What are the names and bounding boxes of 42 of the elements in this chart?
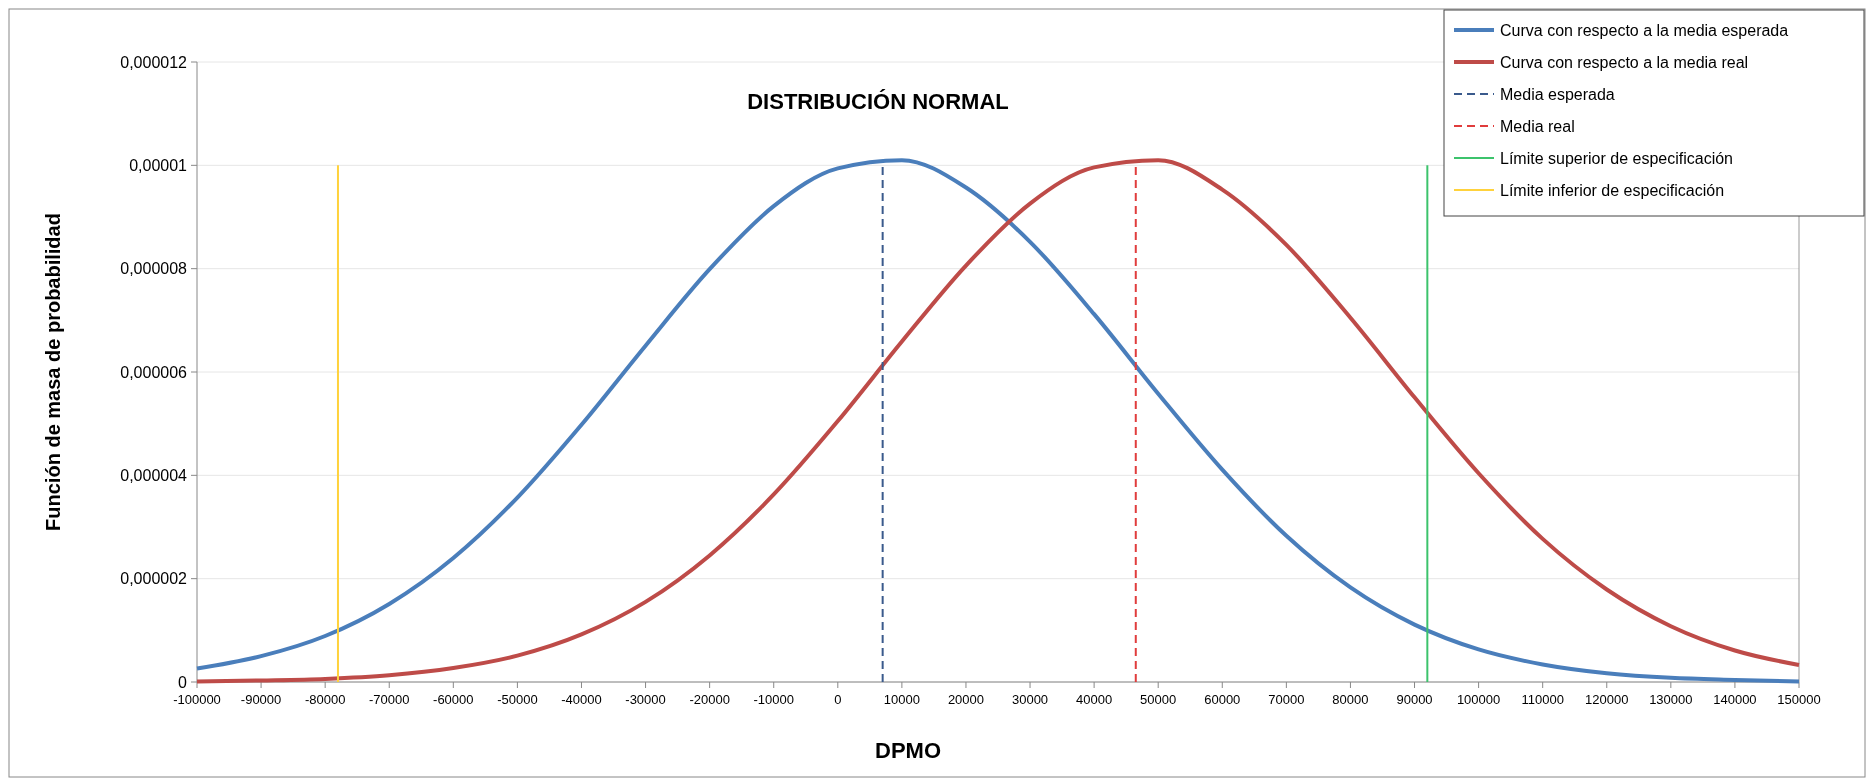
legend-label: Media esperada bbox=[1500, 85, 1615, 103]
legend-label: Límite inferior de especificación bbox=[1500, 181, 1725, 199]
legend-label: Media real bbox=[1500, 117, 1575, 135]
x-tick-label: 40000 bbox=[1076, 692, 1113, 707]
x-tick-label: 0 bbox=[834, 692, 842, 707]
y-tick-label: 0,00001 bbox=[129, 156, 188, 174]
x-tick-label: 80000 bbox=[1332, 692, 1369, 707]
legend-label: Límite superior de especificación bbox=[1500, 149, 1734, 167]
x-tick-label: 20000 bbox=[947, 692, 985, 707]
x-tick-label: 70000 bbox=[1268, 692, 1305, 707]
x-tick-label: 120000 bbox=[1585, 692, 1629, 707]
x-tick-label: 140000 bbox=[1713, 692, 1757, 707]
x-tick-label: 90000 bbox=[1396, 692, 1433, 707]
y-tick-label: 0,000012 bbox=[120, 53, 188, 71]
legend-label: Curva con respecto a la media esperada bbox=[1500, 21, 1789, 39]
y-tick-label: 0,000004 bbox=[120, 466, 188, 484]
x-tick-label: -40000 bbox=[561, 692, 602, 707]
x-tick-label: 100000 bbox=[1456, 692, 1501, 707]
x-tick-label: -90000 bbox=[240, 692, 282, 707]
x-tick-label: -30000 bbox=[625, 692, 666, 707]
text: DISTRIBUCIÓN NORMAL bbox=[747, 89, 1009, 114]
x-tick-label: -100000 bbox=[173, 692, 221, 707]
x-tick-label: -60000 bbox=[433, 692, 474, 707]
x-tick-label: 50000 bbox=[1140, 692, 1177, 707]
x-tick-label: 10000 bbox=[883, 692, 920, 707]
x-tick-label: -80000 bbox=[304, 692, 346, 707]
x-tick-label: -20000 bbox=[689, 692, 730, 707]
x-tick-label: -70000 bbox=[369, 692, 410, 707]
x-tick-label: -10000 bbox=[753, 692, 794, 707]
y-axis-title: Función de masa de probabilidad bbox=[42, 213, 64, 531]
x-tick-label: 60000 bbox=[1204, 692, 1241, 707]
y-tick-label: 0,000008 bbox=[120, 260, 188, 278]
legend-label: Curva con respecto a la media real bbox=[1500, 53, 1749, 71]
x-tick-label: 130000 bbox=[1649, 692, 1693, 707]
x-tick-label: 150000 bbox=[1777, 692, 1821, 707]
x-axis-title: DPMO bbox=[875, 738, 941, 763]
x-tick-label: -50000 bbox=[497, 692, 538, 707]
y-tick-label: 0,000002 bbox=[120, 570, 188, 588]
y-tick-label: 0,000006 bbox=[120, 363, 188, 381]
x-tick-label: 110000 bbox=[1521, 692, 1564, 707]
y-tick-label: 0 bbox=[178, 673, 188, 691]
x-tick-label: 30000 bbox=[1011, 692, 1049, 707]
